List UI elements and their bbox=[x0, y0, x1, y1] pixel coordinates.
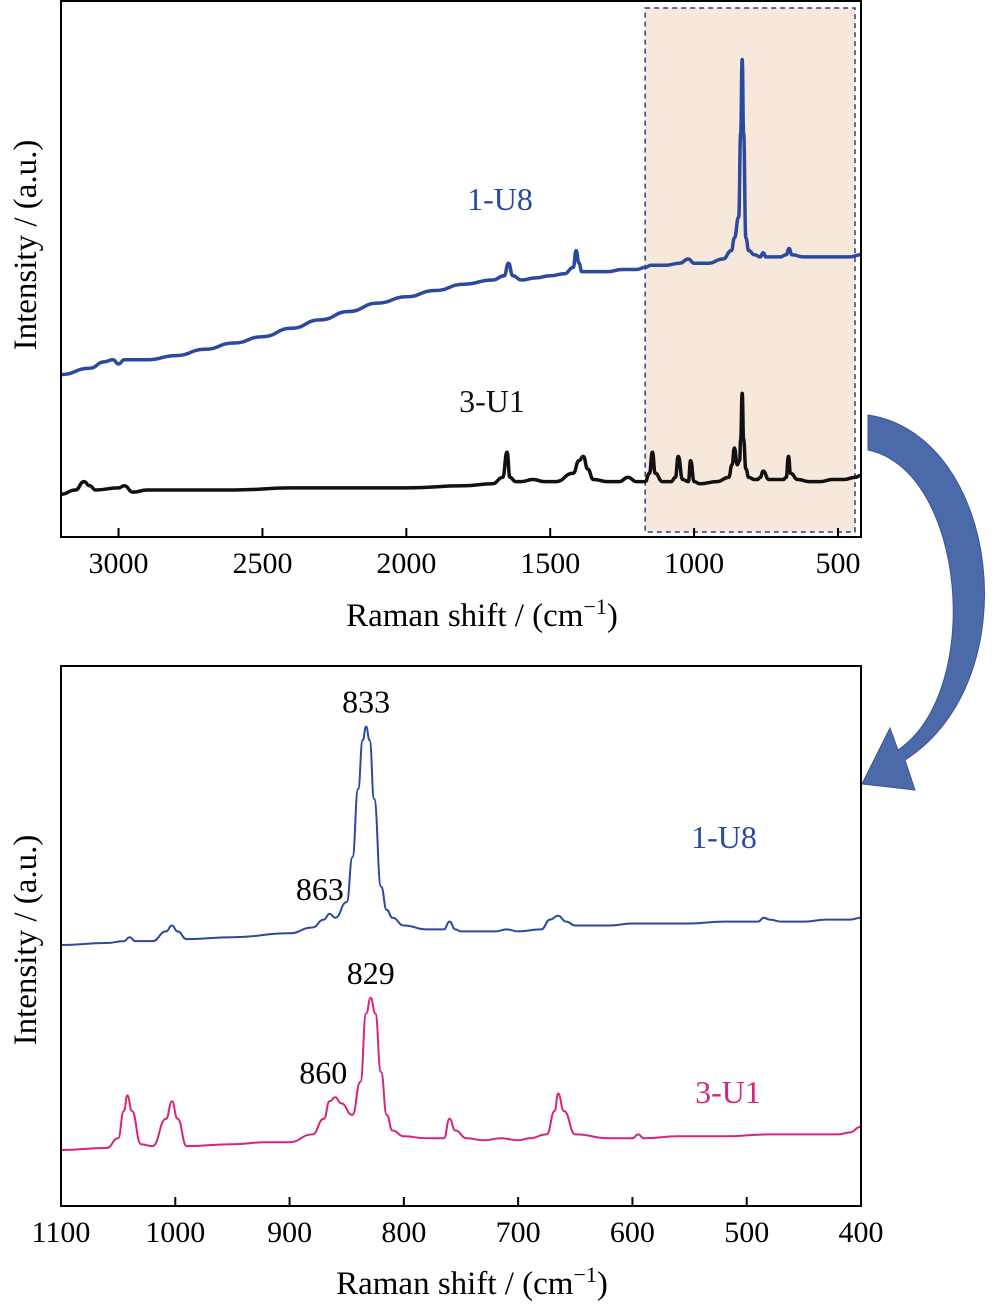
series-label-1-U8: 1-U8 bbox=[691, 819, 757, 855]
peak-label: 863 bbox=[296, 871, 344, 907]
plot-frame bbox=[60, 0, 862, 538]
x-tick-label: 900 bbox=[267, 1216, 312, 1249]
x-tick-label: 800 bbox=[381, 1216, 426, 1249]
x-tick-label: 700 bbox=[496, 1216, 541, 1249]
x-tick-label: 1000 bbox=[664, 547, 724, 580]
x-tick-label: 2000 bbox=[376, 547, 436, 580]
series-label-3-U1: 3-U1 bbox=[459, 383, 525, 419]
y-axis-label: Intensity / (a.u.) bbox=[8, 835, 44, 1046]
x-tick-label: 3000 bbox=[89, 547, 149, 580]
peak-label: 833 bbox=[342, 684, 390, 720]
series-line-1-U8 bbox=[60, 725, 862, 946]
plot-frame bbox=[60, 665, 862, 1207]
series-line-3-U1 bbox=[60, 391, 862, 496]
x-axis-label: Raman shift / (cm−1) bbox=[346, 594, 618, 634]
highlight-region bbox=[644, 7, 856, 533]
overview-chart: 3000 2500 2000 1500 1000 500 1-U8 3-U1 Intens… bbox=[8, 0, 862, 634]
x-tick-label: 1500 bbox=[520, 547, 580, 580]
series-label-3-U1: 3-U1 bbox=[695, 1074, 761, 1110]
peak-label: 829 bbox=[347, 955, 395, 991]
x-tick-label: 500 bbox=[815, 547, 860, 580]
curved-arrow-icon bbox=[861, 414, 985, 791]
series-line-1-U8 bbox=[60, 57, 862, 377]
x-tick-label: 1000 bbox=[145, 1216, 205, 1249]
x-tick-label: 400 bbox=[839, 1216, 884, 1249]
peak-label: 860 bbox=[299, 1054, 347, 1090]
x-tick-label: 500 bbox=[724, 1216, 769, 1249]
x-tick-label: 2500 bbox=[232, 547, 292, 580]
y-axis-label: Intensity / (a.u.) bbox=[8, 140, 44, 351]
x-axis-label: Raman shift / (cm−1) bbox=[336, 1262, 608, 1302]
series-label-1-U8: 1-U8 bbox=[467, 181, 533, 217]
zoom-chart: 1100 1000 900 800 700 600 500 400 833863829860 … bbox=[8, 665, 884, 1302]
series-line-3-U1 bbox=[60, 996, 862, 1151]
x-tick-label: 600 bbox=[610, 1216, 655, 1249]
x-tick-label: 1100 bbox=[32, 1216, 91, 1249]
